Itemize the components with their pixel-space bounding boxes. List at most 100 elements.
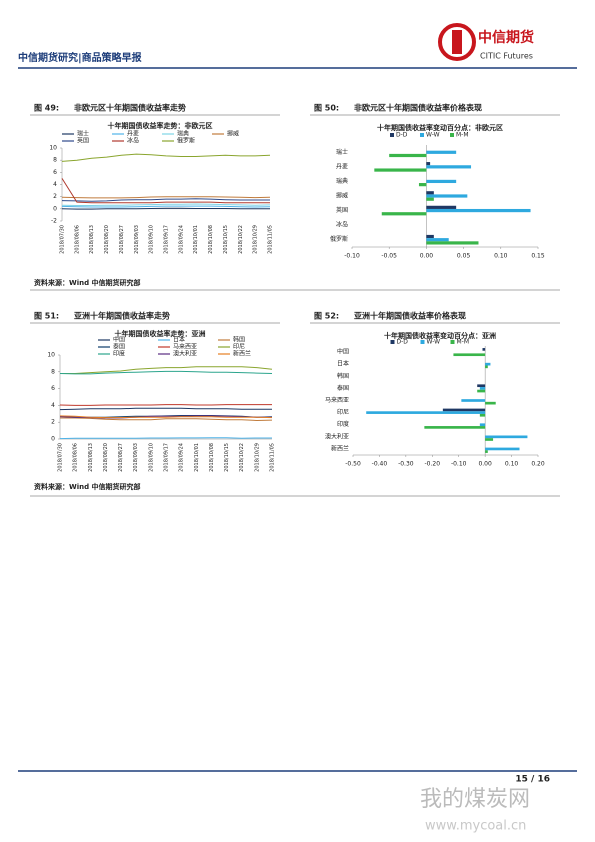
series-line <box>61 203 271 206</box>
figure-title: 亚洲十年期国债收益率价格表现 <box>354 311 466 321</box>
x-tick-label: 2018/08/06 <box>73 443 79 472</box>
x-tick-label: -0.40 <box>372 461 388 468</box>
bar <box>426 205 457 209</box>
x-tick-label: 2018/10/15 <box>223 225 229 254</box>
y-tick-label: 0 <box>53 205 57 212</box>
logo-en: CITIC Futures <box>480 52 533 61</box>
x-tick-label: 2018/08/27 <box>118 443 124 472</box>
y-tick-label: 6 <box>53 169 57 176</box>
legend-label: W-W <box>426 132 440 139</box>
y-tick-label: 韩国 <box>337 372 349 380</box>
bar <box>477 389 486 393</box>
bar <box>426 165 472 169</box>
x-tick-label: 2018/10/08 <box>208 225 214 254</box>
legend-swatch <box>390 133 394 137</box>
legend-label: 瑞士 <box>77 130 89 138</box>
series-line <box>59 370 273 375</box>
legend-label: 英国 <box>77 137 89 145</box>
x-tick-label: 0.15 <box>531 253 545 260</box>
legend-label: 日本 <box>173 336 185 344</box>
legend-label: 丹麦 <box>127 130 139 138</box>
y-tick-label: 10 <box>49 145 57 152</box>
page-number: 15 / 16 <box>515 775 550 785</box>
legend-label: 冰岛 <box>127 137 139 145</box>
x-tick-label: 2018/09/24 <box>179 443 185 472</box>
y-tick-label: 冰岛 <box>336 221 348 229</box>
bar <box>418 183 427 187</box>
y-tick-label: 瑞士 <box>336 148 348 156</box>
x-tick-label: 2018/09/17 <box>164 225 170 254</box>
legend-label: 俄罗斯 <box>177 137 195 145</box>
x-tick-label: 2018/10/22 <box>239 443 245 472</box>
logo-mark <box>438 23 476 61</box>
figure-label: 图 51: <box>34 312 59 321</box>
x-tick-label: 2018/08/27 <box>119 225 125 254</box>
legend-label: 印尼 <box>233 344 245 351</box>
x-tick-label: 2018/09/24 <box>178 225 184 254</box>
x-tick-label: 2018/08/20 <box>104 225 110 254</box>
bar <box>485 450 488 453</box>
y-tick-label: 10 <box>47 352 55 359</box>
x-tick-label: 2018/08/13 <box>88 443 94 472</box>
bar <box>426 150 457 154</box>
x-tick-label: 2018/09/10 <box>149 225 155 254</box>
y-tick-label: 澳大利亚 <box>325 432 349 440</box>
bar <box>389 153 427 158</box>
x-tick-label: -0.30 <box>398 461 414 468</box>
bar <box>426 208 531 213</box>
legend-label: D-D <box>397 339 409 346</box>
logo-cn: 中信期货 <box>478 29 534 46</box>
figure-label: 图 52: <box>314 312 339 321</box>
bar <box>479 423 486 427</box>
series-line <box>60 417 273 422</box>
chart-title: 十年期国债收益率变动百分点：非欧元区 <box>377 123 503 132</box>
bar <box>426 179 457 184</box>
chart-title: 十年期国债收益率走势：亚洲 <box>115 329 206 338</box>
bar <box>479 387 486 390</box>
x-tick-label: 2018/09/17 <box>164 443 170 472</box>
x-tick-label: 2018/10/08 <box>209 443 215 472</box>
legend-swatch <box>390 340 395 344</box>
x-tick-label: 2018/09/10 <box>148 443 154 472</box>
x-tick-label: -0.05 <box>381 253 397 260</box>
legend-label: 泰国 <box>113 343 125 351</box>
y-tick-label: 印尼 <box>337 409 349 416</box>
bar <box>426 162 431 166</box>
series-line <box>61 205 271 208</box>
x-tick-label: 0.10 <box>494 253 508 260</box>
bar <box>426 191 434 195</box>
x-tick-label: 0.20 <box>531 461 545 468</box>
bar <box>479 413 486 417</box>
bar <box>485 401 496 405</box>
bar <box>485 438 494 441</box>
x-tick-label: 2018/09/03 <box>133 443 139 472</box>
bar <box>426 241 479 245</box>
watermark-url: www.mycoal.cn <box>425 819 526 834</box>
x-tick-label: 2018/09/03 <box>134 225 140 254</box>
legend-label: 韩国 <box>233 336 245 344</box>
x-tick-label: 2018/11/05 <box>268 225 274 254</box>
y-tick-label: 泰国 <box>337 384 349 392</box>
chart-title: 十年期国债收益率变动百分点：亚洲 <box>384 331 496 340</box>
legend-label: 澳大利亚 <box>173 350 197 358</box>
figure-label: 图 49: <box>34 104 59 113</box>
legend-label: 瑞典 <box>177 130 189 138</box>
series-line <box>61 196 271 199</box>
series-line <box>61 207 270 210</box>
figure-label: 图 50: <box>314 104 339 113</box>
bar <box>426 197 434 201</box>
bar <box>426 234 434 239</box>
legend-label: 挪威 <box>227 130 239 138</box>
y-tick-label: 挪威 <box>336 192 348 200</box>
legend-label: 新西兰 <box>233 350 251 358</box>
bar <box>453 353 486 357</box>
y-tick-label: 4 <box>51 402 55 409</box>
figure-title: 非欧元区十年期国债收益率价格表现 <box>354 103 482 113</box>
x-tick-label: 0.00 <box>420 253 434 260</box>
x-tick-label: 2018/10/29 <box>253 225 259 254</box>
y-tick-label: 8 <box>51 368 55 375</box>
logo-mark <box>452 30 462 54</box>
header-title: 中信期货研究|商品策略早报 <box>18 51 142 64</box>
legend-label: 中国 <box>113 336 125 344</box>
